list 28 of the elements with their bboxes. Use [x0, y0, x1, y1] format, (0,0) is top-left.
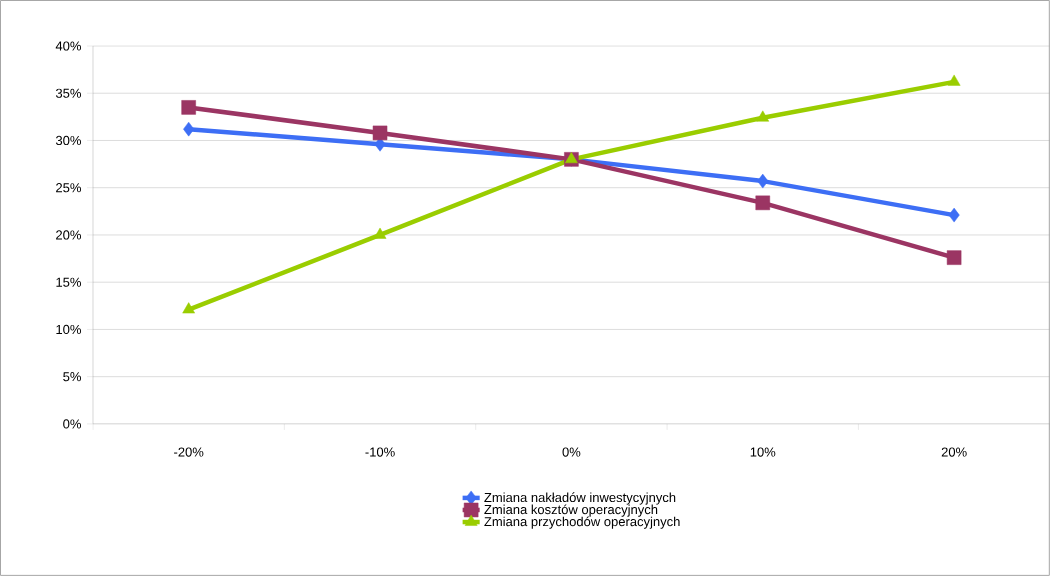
y-tick-label: 10%	[56, 324, 81, 335]
point	[373, 227, 387, 239]
x-tick-label: 0%	[562, 447, 581, 457]
y-tick-label: 5%	[63, 372, 81, 382]
point	[755, 195, 771, 211]
y-tick-label: 25%	[56, 183, 81, 193]
y-tick-label: 15%	[56, 277, 81, 287]
y-tick-label: 35%	[55, 88, 81, 98]
point	[948, 207, 960, 223]
point	[757, 173, 769, 189]
y-tick-label: 20%	[56, 230, 81, 240]
legend-label: Zmiana przychodów operacyjnych	[484, 516, 680, 529]
x-tick-label: 20%	[941, 447, 967, 457]
y-tick-label: 0%	[63, 419, 81, 429]
point	[947, 74, 961, 86]
point	[181, 100, 196, 115]
point	[756, 110, 770, 122]
point	[372, 125, 388, 141]
point	[183, 121, 195, 137]
legend-label: Zmiana nakładów inwestycyjnych	[484, 492, 676, 505]
point	[182, 302, 195, 314]
legend-label: Zmiana kosztów operacyjnych	[484, 504, 658, 517]
x-tick-label: -20%	[174, 447, 204, 457]
point	[946, 250, 962, 265]
x-tick-label: -10%	[365, 447, 395, 457]
y-tick-label: 40%	[55, 41, 81, 51]
x-tick-label: 10%	[750, 447, 776, 457]
y-tick-label: 30%	[55, 135, 81, 146]
